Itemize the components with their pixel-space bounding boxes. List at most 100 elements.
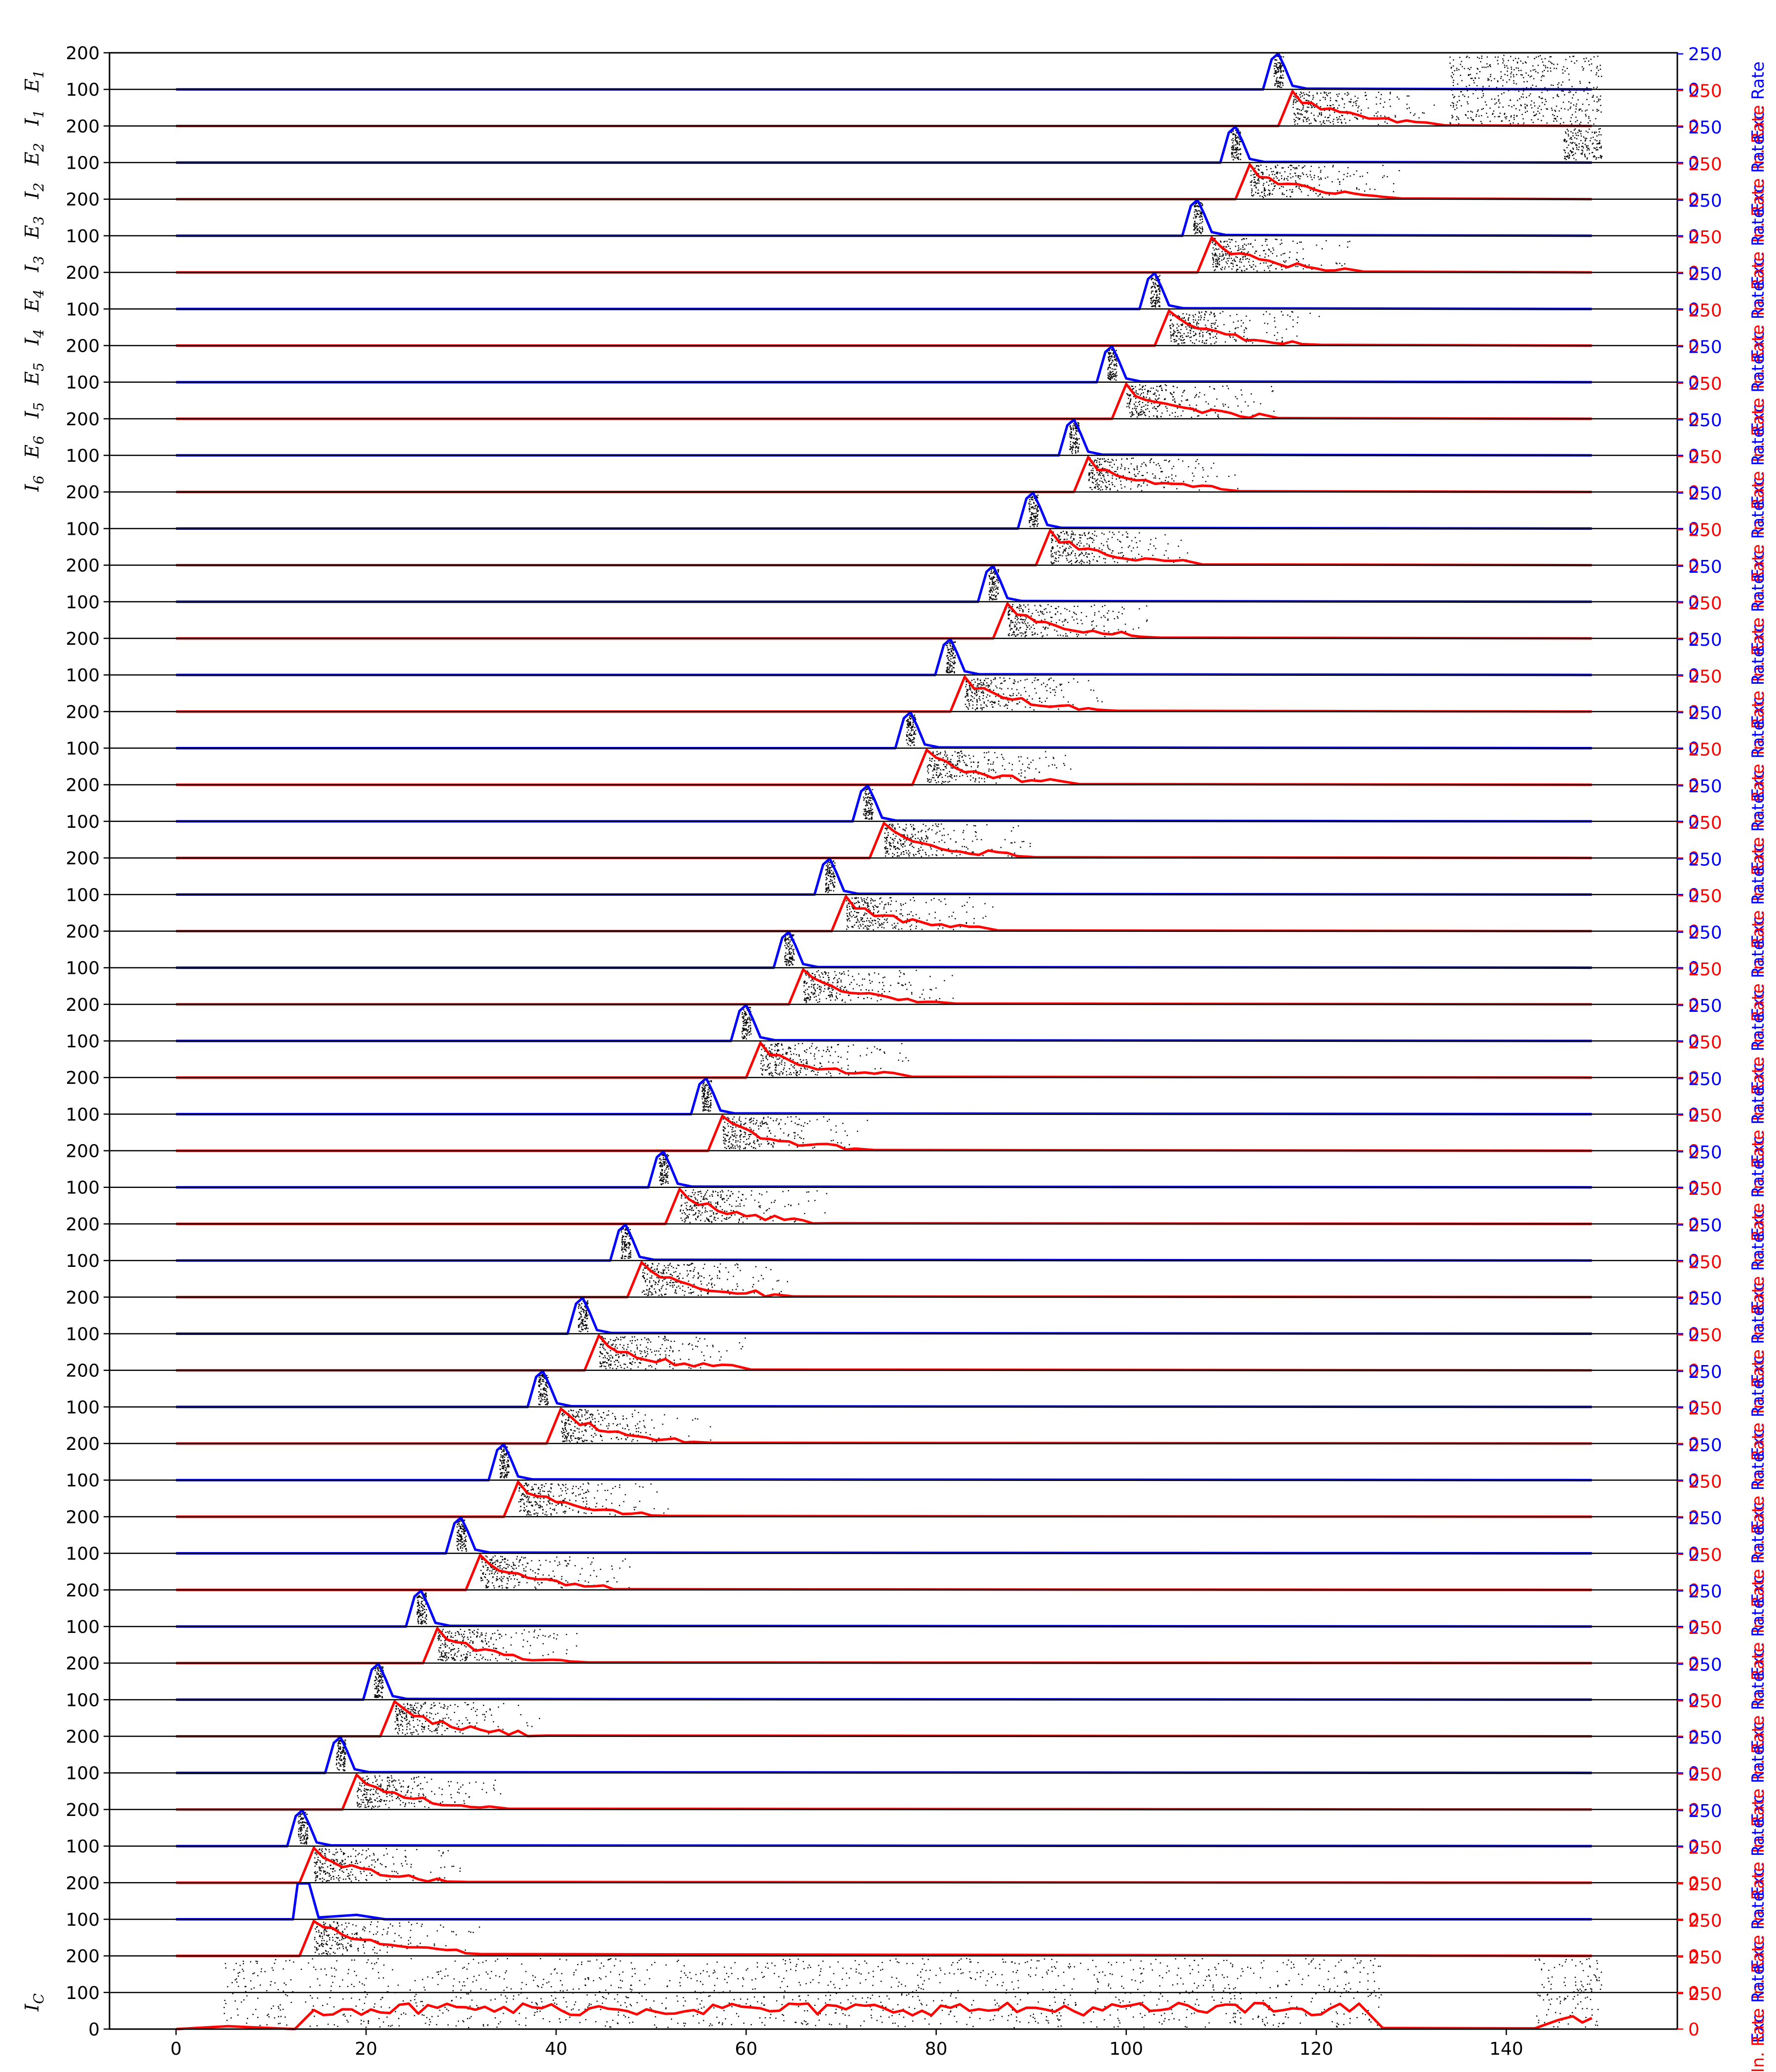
spike [831,876,832,878]
spike [930,846,931,848]
spike [840,988,842,990]
spike [1181,415,1182,416]
spike [1333,107,1334,109]
spike [1320,179,1322,180]
spike [1046,698,1048,699]
spike [1103,476,1105,478]
spike [1203,319,1205,321]
spike [916,925,917,927]
spike [1033,709,1035,711]
spike [1012,604,1014,605]
spike [1310,166,1312,167]
spike [1281,337,1283,338]
spike [1310,189,1311,191]
spike [1280,254,1282,256]
spike [1154,475,1156,477]
spike [867,906,868,908]
spike [1198,323,1199,325]
spike [1236,147,1238,148]
spike [1235,256,1237,258]
spike [1011,769,1013,771]
spike [1091,606,1092,607]
spike [855,897,857,898]
spike [1070,768,1072,770]
spike [827,891,829,893]
spike [750,1011,751,1012]
spike [1143,462,1145,463]
spike [1034,778,1036,779]
spike [1243,322,1244,324]
spike [889,837,891,839]
spike [1181,317,1183,319]
spike [1117,617,1119,619]
spike [1219,258,1220,259]
spike [827,987,829,989]
spike [744,1019,746,1021]
spike [1267,194,1268,195]
spike [989,689,991,690]
spike [1139,404,1140,406]
spike [959,776,961,777]
spike [1063,549,1065,551]
spike [1136,412,1138,413]
spike [947,649,949,650]
spike [1192,315,1194,316]
spike [1172,399,1174,401]
spike [829,889,830,891]
spike [881,901,883,903]
spike [1076,439,1078,441]
spike [1337,96,1339,97]
spike [1036,509,1038,511]
spike [1277,62,1279,64]
spike [1036,518,1038,520]
spike [1056,686,1057,688]
spike [935,782,937,783]
spike [1200,222,1202,224]
spike [1295,182,1297,183]
spike [1025,623,1026,625]
spike [1278,71,1279,73]
spike [1192,327,1194,329]
spike [834,865,836,866]
spike [1051,542,1052,543]
spike [1283,193,1285,195]
spike [827,868,829,870]
spike [1092,476,1093,477]
spike [1157,299,1159,300]
spike [1325,97,1326,99]
spike [1016,615,1017,617]
spike [1099,556,1100,557]
spike [1138,554,1140,555]
spike [982,690,984,692]
spike [785,961,786,962]
spike [965,684,967,685]
spike [1112,558,1114,559]
spike [870,804,871,805]
spike [952,763,953,765]
spike [1173,339,1175,340]
spike [1158,276,1160,278]
spike [1107,546,1109,548]
spike [1194,233,1196,234]
spike [1194,205,1196,207]
spike [1346,176,1348,178]
spike [1265,166,1267,167]
spike [1077,681,1078,683]
spike [1071,533,1072,535]
spike [932,752,934,754]
spike [1071,451,1073,452]
spike [891,838,893,840]
spike [1075,441,1076,443]
spike [935,987,937,989]
spike [915,734,916,735]
spike [1255,182,1257,184]
spike [913,734,914,735]
spike [1290,173,1291,175]
spike [1234,139,1236,141]
spike [786,959,787,961]
spike [1290,196,1291,197]
spike [1066,557,1068,559]
spike [1048,679,1049,681]
spike [993,577,994,578]
spike [750,1007,751,1008]
